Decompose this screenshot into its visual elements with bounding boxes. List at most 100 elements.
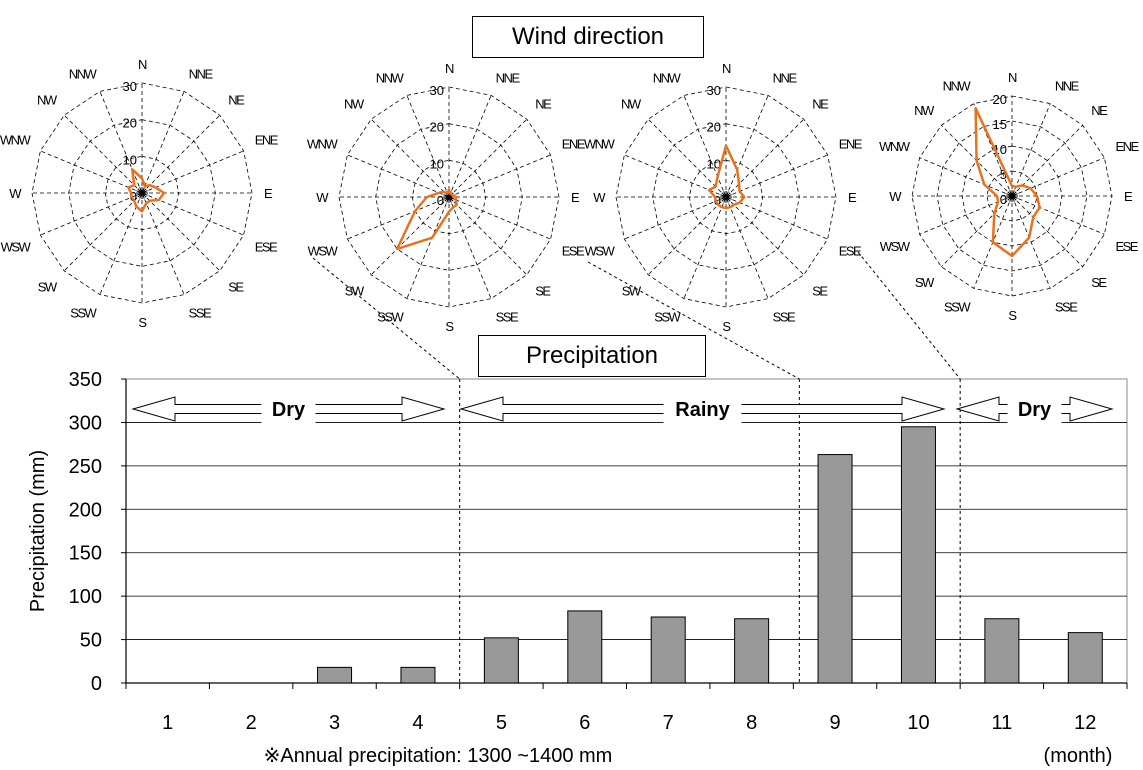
y-tick-label: 200 (69, 499, 102, 521)
direction-label: SSE (496, 310, 519, 325)
radar-center-spoke (1009, 190, 1013, 197)
x-tick-label: 12 (1074, 712, 1096, 734)
radar-spoke (347, 154, 450, 198)
bar-month-7 (650, 616, 686, 684)
direction-label: ESE (562, 244, 585, 259)
wind-rose-4: 05101520NNNENEENEEESESESSESSSWSWWSWWWNWN… (879, 70, 1141, 323)
bar-month-8 (734, 618, 770, 684)
direction-label: ESE (1115, 239, 1138, 254)
annual-precipitation-note: ※Annual precipitation: 1300 ~1400 mm (264, 745, 613, 767)
radial-tick-label: 30 (430, 83, 444, 98)
y-tick-label: 350 (69, 369, 102, 391)
radial-tick-label: 30 (123, 79, 137, 94)
season-connector (857, 251, 961, 380)
x-tick-label: 1 (162, 712, 173, 734)
direction-label: WSW (1, 240, 32, 255)
season-label: Dry (272, 399, 306, 421)
radar-spoke (1011, 103, 1051, 197)
radar-spoke (63, 192, 143, 272)
radar-center-spoke (139, 187, 143, 194)
direction-label: S (1008, 308, 1017, 323)
radial-tick-label: 30 (707, 83, 721, 98)
radar-spoke (647, 196, 727, 276)
direction-label: E (1124, 189, 1133, 204)
direction-label: W (9, 186, 22, 201)
direction-label: NNW (653, 70, 682, 85)
wind-rose-3: 0 10 20 30N NNE NE ENE E ESE SE SSE S SSW SW WSW W WNW NW… (584, 61, 864, 334)
radar-spoke (141, 192, 244, 236)
direction-label: WNW (0, 132, 32, 147)
precipitation-title: Precipitation (478, 335, 706, 377)
radial-tick-label: 0 (1000, 192, 1007, 207)
radar-spoke (725, 154, 828, 198)
radar-spoke (725, 118, 805, 198)
radial-tick-label: 10 (123, 152, 137, 167)
season-connector (587, 261, 800, 380)
radar-spoke (141, 114, 221, 194)
bar-month-11 (984, 618, 1020, 684)
radar-spoke (40, 192, 143, 236)
radar-spoke (1011, 195, 1083, 267)
direction-label: NE (228, 93, 245, 108)
radar-spoke (725, 95, 769, 198)
direction-label: ENE (1115, 139, 1139, 154)
direction-label: NW (914, 103, 935, 118)
direction-label: NNW (376, 70, 405, 85)
radar-ring (936, 120, 1088, 272)
wind-rose-1: 0 10 20 30N NNE NE ENE E ESE SE SSE S SSW SW WSW W WNW NW… (0, 57, 280, 330)
radar-spoke (448, 196, 551, 240)
radar-spoke (725, 196, 805, 276)
x-tick-label: 10 (907, 712, 929, 734)
direction-label: ENE (255, 132, 279, 147)
radar-spoke (141, 150, 244, 194)
direction-label: NW (37, 93, 58, 108)
direction-label: E (848, 190, 857, 205)
bar-month-10 (900, 426, 936, 684)
y-tick-label: 250 (69, 456, 102, 478)
x-tick-label: 7 (663, 712, 674, 734)
radar-spoke (141, 91, 185, 194)
radar-spoke (40, 150, 143, 194)
radar-spoke (141, 192, 185, 295)
radial-tick-label: 20 (707, 120, 721, 135)
radar-ring (338, 86, 560, 308)
direction-label: SE (1091, 275, 1107, 290)
arrow-label-bg (663, 395, 742, 423)
bar-month-5 (483, 637, 519, 684)
radar-ring (375, 123, 523, 271)
radar-spoke (683, 196, 727, 299)
wind-frequency-line (127, 168, 166, 213)
direction-label: NNE (1055, 79, 1080, 94)
direction-label: SW (345, 283, 365, 298)
direction-label: WSW (308, 244, 339, 259)
season-arrow-dry: Dry (131, 395, 446, 423)
x-tick-label: 5 (496, 712, 507, 734)
radar-spoke (406, 196, 450, 299)
season-connector (312, 257, 460, 380)
direction-label: WNW (584, 136, 616, 151)
season-label: Dry (1018, 399, 1052, 421)
y-tick-label: 50 (80, 630, 102, 652)
direction-label: NW (621, 97, 642, 112)
direction-label: E (571, 190, 580, 205)
direction-label: S (138, 315, 147, 330)
radar-spoke (1011, 157, 1105, 197)
direction-label: N (138, 57, 147, 72)
direction-label: SE (812, 283, 828, 298)
wind-frequency-line (395, 188, 459, 251)
x-tick-label: 6 (579, 712, 590, 734)
direction-label: W (316, 190, 329, 205)
radar-ring (652, 123, 800, 271)
direction-label: NNW (943, 79, 972, 94)
radar-spoke (941, 195, 1013, 267)
radial-tick-label: 20 (123, 116, 137, 131)
direction-label: SW (622, 283, 642, 298)
direction-label: WSW (585, 244, 616, 259)
direction-label: ENE (839, 136, 863, 151)
wind-rose-2: 0 10 20 30N NNE NE ENE E ESE SE SSE S SSW SW WSW W WNW NW… (307, 61, 587, 334)
bar-month-3 (317, 666, 353, 684)
y-axis-label: Precipitation (mm) (27, 450, 49, 612)
direction-label: ESE (839, 244, 862, 259)
